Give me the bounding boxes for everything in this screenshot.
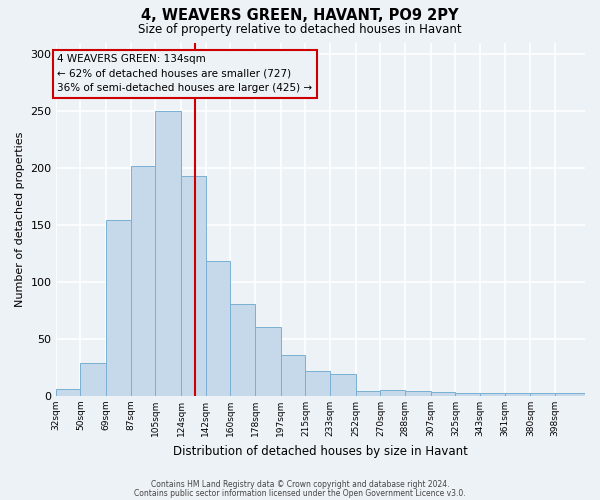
Bar (131, 166, 155, 396)
Y-axis label: Number of detached properties: Number of detached properties (15, 132, 25, 306)
Bar (380, 390, 405, 396)
Text: 4, WEAVERS GREEN, HAVANT, PO9 2PY: 4, WEAVERS GREEN, HAVANT, PO9 2PY (141, 8, 459, 22)
Bar (281, 354, 305, 396)
Bar (230, 304, 255, 396)
Bar (431, 392, 455, 396)
Bar (356, 391, 380, 396)
Bar (206, 261, 230, 396)
Text: Contains public sector information licensed under the Open Government Licence v3: Contains public sector information licen… (134, 488, 466, 498)
Bar (405, 391, 431, 396)
Bar (80, 362, 106, 396)
Bar (106, 220, 131, 396)
Bar (330, 374, 356, 396)
X-axis label: Distribution of detached houses by size in Havant: Distribution of detached houses by size … (173, 444, 468, 458)
Bar (530, 394, 555, 396)
Bar (181, 176, 206, 396)
Bar (155, 111, 181, 396)
Bar (455, 394, 480, 396)
Bar (480, 394, 505, 396)
Text: Contains HM Land Registry data © Crown copyright and database right 2024.: Contains HM Land Registry data © Crown c… (151, 480, 449, 489)
Text: Size of property relative to detached houses in Havant: Size of property relative to detached ho… (138, 22, 462, 36)
Bar (555, 394, 585, 396)
Bar (505, 394, 530, 396)
Bar (255, 328, 281, 396)
Bar (305, 370, 330, 396)
Bar (56, 389, 80, 396)
Text: 4 WEAVERS GREEN: 134sqm
← 62% of detached houses are smaller (727)
36% of semi-d: 4 WEAVERS GREEN: 134sqm ← 62% of detache… (57, 54, 313, 94)
